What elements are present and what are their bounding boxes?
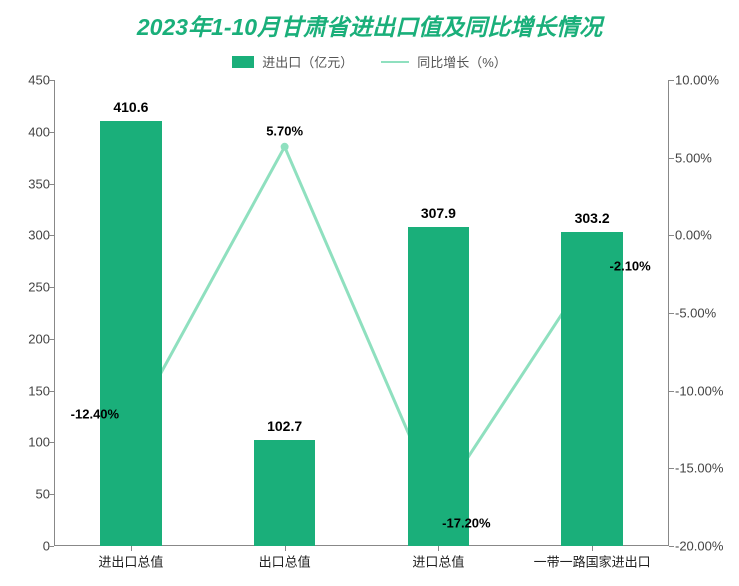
y-right-tick-mark [669, 158, 674, 159]
x-tick-mark [285, 546, 286, 551]
line-swatch-icon [381, 61, 409, 63]
bar-value-label: 307.9 [421, 205, 456, 221]
y-right-tick-mark [669, 468, 674, 469]
y-left-tick: 350 [10, 176, 50, 191]
y-left-tick: 0 [10, 539, 50, 554]
y-left-tick-mark [49, 80, 54, 81]
y-left-tick-mark [49, 494, 54, 495]
y-left-tick-mark [49, 287, 54, 288]
bar-value-label: 102.7 [267, 418, 302, 434]
y-right-tick: -5.00% [675, 306, 735, 321]
bar-swatch-icon [232, 56, 254, 68]
chart-container: { "title": "2023年1-10月甘肃省进出口值及同比增长情况", "… [0, 0, 739, 586]
y-right-tick-mark [669, 80, 674, 81]
legend-line-label: 同比增长（%） [417, 52, 507, 71]
x-tick-mark [438, 546, 439, 551]
y-left-tick: 450 [10, 73, 50, 88]
y-left-tick-mark [49, 235, 54, 236]
x-tick-mark [131, 546, 132, 551]
y-left-tick: 200 [10, 331, 50, 346]
x-tick: 出口总值 [259, 552, 311, 571]
legend-item-line: 同比增长（%） [381, 52, 507, 71]
bar-value-label: 410.6 [113, 99, 148, 115]
y-left-tick: 300 [10, 228, 50, 243]
bar: 102.7 [254, 440, 316, 546]
x-tick: 进出口总值 [98, 552, 163, 571]
plot-area: 050100150200250300350400450-20.00%-15.00… [54, 80, 669, 546]
y-right-tick: -20.00% [675, 539, 735, 554]
y-right-tick: -15.00% [675, 461, 735, 476]
y-left-tick: 400 [10, 124, 50, 139]
y-right-tick: 10.00% [675, 73, 735, 88]
line-value-label: -12.40% [71, 406, 119, 421]
y-left-tick: 50 [10, 487, 50, 502]
bar: 303.2 [561, 232, 623, 546]
y-left-tick: 100 [10, 435, 50, 450]
y-right-tick: -10.00% [675, 383, 735, 398]
line-value-label: -17.20% [442, 515, 490, 530]
y-left-tick-mark [49, 184, 54, 185]
legend-item-bar: 进出口（亿元） [232, 52, 353, 71]
x-tick: 进口总值 [412, 552, 464, 571]
bar: 307.9 [408, 227, 470, 546]
y-right-tick-mark [669, 546, 674, 547]
y-left-tick-mark [49, 391, 54, 392]
legend-bar-label: 进出口（亿元） [262, 52, 353, 71]
line-value-label: 5.70% [266, 123, 303, 138]
y-right-tick-mark [669, 235, 674, 236]
y-left-tick-mark [49, 546, 54, 547]
y-right-tick: 5.00% [675, 150, 735, 165]
y-left-tick: 150 [10, 383, 50, 398]
y-right-tick: 0.00% [675, 228, 735, 243]
x-tick: 一带一路国家进出口 [534, 552, 651, 571]
y-right-tick-mark [669, 391, 674, 392]
y-left-tick: 250 [10, 280, 50, 295]
bar: 410.6 [100, 121, 162, 546]
chart-title: 2023年1-10月甘肃省进出口值及同比增长情况 [0, 8, 739, 42]
x-tick-mark [592, 546, 593, 551]
bar-value-label: 303.2 [575, 210, 610, 226]
y-left-tick-mark [49, 442, 54, 443]
y-right-tick-mark [669, 313, 674, 314]
legend: 进出口（亿元） 同比增长（%） [0, 52, 739, 71]
y-left-tick-mark [49, 339, 54, 340]
line-value-label: -2.10% [610, 258, 651, 273]
y-left-tick-mark [49, 132, 54, 133]
